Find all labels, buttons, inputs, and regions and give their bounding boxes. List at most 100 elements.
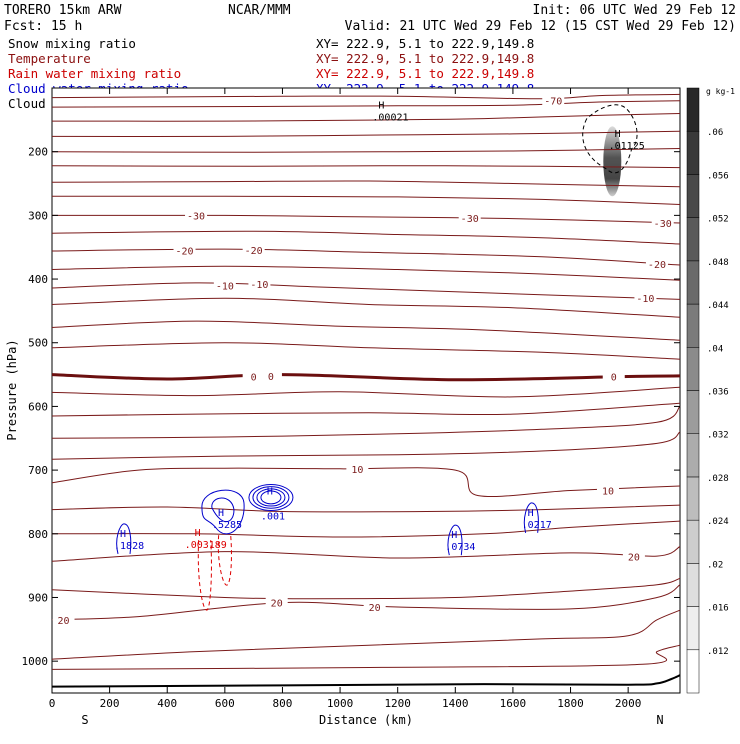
rain-water-contour	[217, 535, 232, 586]
isotherm-label: 0	[268, 372, 274, 383]
south-end-label: S	[81, 713, 88, 727]
colorbar-tick-label: .052	[707, 215, 729, 225]
temperature-isotherm	[51, 504, 681, 513]
model-title: TORERO 15km ARW	[4, 3, 122, 18]
temperature-isotherm	[51, 195, 681, 205]
cloud-water-contour	[248, 483, 294, 511]
temperature-isotherm	[51, 402, 681, 417]
colorbar-segment	[686, 217, 700, 262]
y-tick-label: 500	[28, 337, 48, 350]
legend-field-name: Rain water mixing ratio	[8, 66, 181, 81]
cloud-water-contour	[211, 497, 235, 523]
isotherm-label: -10	[216, 281, 234, 292]
isotherm-label: -20	[245, 246, 263, 257]
colorbar-segment	[686, 130, 700, 175]
legend-field-name: Snow mixing ratio	[8, 36, 136, 51]
cloud-water-max-value: .5285	[212, 520, 242, 531]
x-tick-label: 800	[273, 697, 293, 710]
legend-field-range: XY= 222.9, 5.1 to 222.9,149.8	[316, 66, 534, 81]
cloud-water-contour	[116, 523, 132, 555]
y-tick-label: 900	[28, 591, 48, 604]
ice-max-value: .00021	[372, 112, 408, 123]
isotherm-label: -30	[654, 219, 672, 230]
colorbar-tick-label: .048	[707, 258, 729, 268]
isotherm-label-bg	[213, 279, 236, 291]
ice-max-marker: H	[615, 129, 621, 140]
temperature-isotherm	[51, 100, 681, 108]
colorbar-tick-label: .044	[707, 301, 729, 311]
snow-shading-layer	[603, 126, 622, 197]
valid-time: Valid: 21 UTC Wed 29 Feb 12 (15 CST Wed …	[345, 19, 736, 34]
colorbar-unit: g kg-1	[706, 87, 735, 96]
colorbar-segment	[686, 347, 700, 391]
isotherm-label: -30	[461, 214, 479, 225]
colorbar-segment	[686, 476, 700, 521]
x-tick-label: 0	[49, 697, 56, 710]
isotherm-label-bg	[458, 211, 481, 223]
legend-field-range: XY= 222.9, 5.1 to 222.9,149.8	[316, 51, 534, 66]
temperature-isotherm	[51, 584, 681, 621]
temperature-isotherm	[51, 93, 681, 100]
temperature-isotherm	[51, 265, 681, 281]
x-tick-label: 200	[100, 697, 120, 710]
isotherm-label: 10	[602, 486, 614, 497]
isotherm-label: 20	[628, 553, 640, 564]
rain-max-marker: H	[195, 528, 201, 539]
temperature-isotherm	[51, 467, 681, 498]
colorbar-segment	[686, 87, 700, 132]
isotherm-label-bg	[173, 244, 196, 256]
x-tick-label: 1800	[557, 697, 584, 710]
temperature-isotherm	[51, 165, 681, 169]
cloud-water-max-value: .1828	[114, 541, 144, 552]
rain-max-value: .003189	[185, 540, 227, 551]
temperature-isotherm	[51, 320, 681, 341]
x-tick-label: 2000	[615, 697, 642, 710]
isotherm-label-bg	[363, 601, 386, 613]
x-tick-label: 400	[157, 697, 177, 710]
colorbar-tick-label: .056	[707, 171, 729, 181]
temperature-isotherm	[51, 609, 681, 660]
y-tick-label: 700	[28, 464, 48, 477]
isotherm-label: 20	[271, 599, 283, 610]
isotherm-label: -10	[250, 280, 268, 291]
isotherm-label: 0	[611, 372, 617, 383]
cloud-water-max-marker: H	[528, 508, 534, 519]
cloud-water-max-marker: H	[218, 508, 224, 519]
isotherm-label-bg	[634, 292, 657, 304]
colorbar-segment	[686, 390, 700, 434]
temperature-isotherm	[51, 214, 681, 224]
ice-max-value: .01125	[609, 141, 645, 152]
colorbar-segment	[686, 433, 700, 478]
legend-field-range: XY= 222.9, 5.1 to 222.9,149.8	[316, 36, 534, 51]
rain-water-contours: H.003189	[185, 528, 232, 611]
snow-shaded-region	[603, 126, 622, 197]
temperature-isotherm	[51, 148, 681, 153]
isotherm-label-bg	[602, 370, 625, 382]
isotherm-label: -10	[636, 294, 654, 305]
north-end-label: N	[656, 713, 663, 727]
x-tick-label: 1400	[442, 697, 469, 710]
temperature-isotherm	[51, 248, 681, 266]
isotherm-label-bg	[259, 369, 282, 381]
isotherm-label-bg	[645, 257, 668, 269]
organization-label: NCAR/MMM	[228, 3, 291, 18]
colorbar-tick-label: .02	[707, 560, 723, 570]
temperature-isotherm	[51, 297, 681, 318]
isotherm-label: -20	[648, 260, 666, 271]
colorbar-tick-label: .06	[707, 128, 723, 138]
colorbar-segment	[686, 174, 700, 218]
isotherm-label: 0	[251, 372, 257, 383]
temperature-isotherm	[51, 113, 681, 122]
cloud-water-max-marker: H	[120, 529, 126, 540]
isotherm-label: 10	[351, 465, 363, 476]
colorbar-segment	[686, 260, 700, 305]
temperature-isotherm	[51, 373, 681, 382]
x-tick-label: 1000	[327, 697, 354, 710]
cloud-water-max-value: .0217	[522, 520, 552, 531]
temperature-isotherm	[51, 386, 681, 398]
y-tick-label: 200	[28, 146, 48, 159]
isotherm-label-bg	[52, 613, 75, 625]
temperature-isotherm	[51, 431, 681, 460]
colorbar-tick-label: .036	[707, 388, 729, 398]
